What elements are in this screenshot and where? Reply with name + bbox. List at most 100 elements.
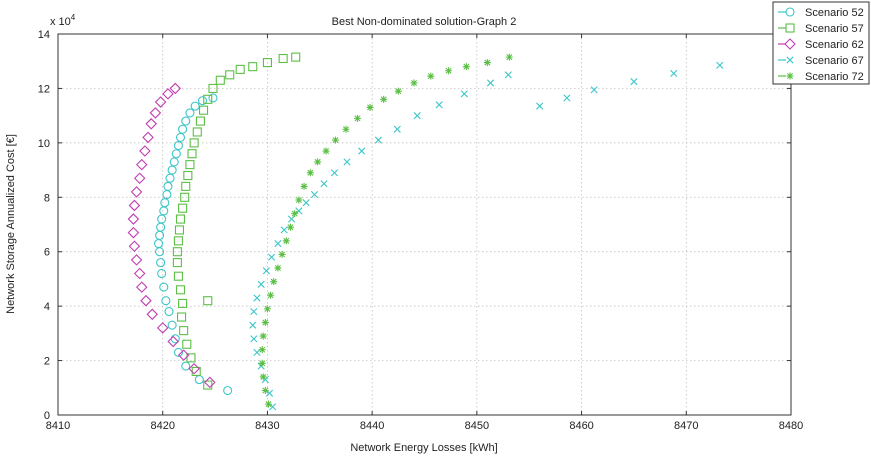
data-point [188, 362, 200, 375]
data-point [156, 258, 166, 268]
data-point [181, 361, 191, 371]
data-point [295, 196, 303, 204]
data-point [248, 62, 258, 72]
data-point [322, 147, 330, 155]
data-point [267, 291, 275, 299]
data-point [504, 71, 512, 79]
data-point [127, 226, 140, 239]
data-point [274, 264, 282, 272]
data-point [280, 226, 288, 234]
plot-area [57, 33, 792, 416]
data-point [175, 132, 186, 142]
data-point [262, 58, 272, 68]
data-point [278, 53, 288, 64]
data-point [630, 78, 638, 86]
data-point [154, 96, 167, 108]
data-point [161, 296, 171, 306]
grid-lines [58, 34, 791, 415]
y-tick-label: 10 [38, 138, 50, 150]
data-point [149, 107, 162, 119]
series-3 [127, 82, 216, 389]
data-point [192, 127, 202, 137]
data-point [274, 239, 282, 248]
data-point [167, 320, 177, 330]
legend-marker [784, 38, 796, 50]
data-point [250, 307, 258, 316]
data-point [173, 271, 183, 281]
data-point [178, 298, 188, 308]
series-5 [258, 53, 513, 408]
data-point [146, 308, 159, 321]
data-point [269, 403, 277, 411]
data-point [173, 141, 183, 151]
data-point [590, 86, 598, 94]
data-point [331, 136, 339, 144]
data-point [177, 312, 187, 322]
series-1 [153, 93, 233, 396]
data-point [278, 250, 286, 258]
data-point [179, 326, 189, 336]
data-point [291, 210, 299, 218]
data-point [199, 105, 209, 115]
data-point [483, 59, 491, 67]
data-point [180, 192, 190, 202]
data-point [486, 79, 495, 87]
data-point [178, 124, 188, 134]
data-point [358, 147, 366, 155]
y-tick-label: 2 [44, 356, 50, 368]
data-point [140, 294, 152, 307]
data-point [314, 158, 322, 166]
data-point [133, 172, 146, 185]
data-point [175, 214, 186, 224]
data-point [250, 335, 258, 343]
data-point [128, 199, 141, 212]
data-point [165, 173, 175, 183]
data-point [394, 87, 402, 95]
x-tick-label: 8420 [150, 420, 174, 432]
data-point [393, 125, 401, 133]
data-point [164, 307, 174, 317]
data-point [291, 52, 301, 62]
data-point [268, 253, 276, 261]
data-point [130, 186, 143, 198]
data-point [139, 145, 151, 157]
legend-entry: Scenario 62 [778, 38, 864, 51]
data-point [187, 149, 197, 159]
data-point [195, 116, 205, 126]
data-point [262, 267, 270, 275]
data-point [160, 198, 170, 208]
data-point [181, 116, 191, 126]
data-point [342, 125, 350, 133]
data-point [259, 373, 267, 381]
data-point [505, 53, 513, 61]
chart-title: Best Non-dominated solution-Graph 2 [332, 16, 517, 28]
legend-label: Scenario 52 [805, 7, 864, 19]
data-point [167, 165, 177, 175]
legend-entry: Scenario 57 [778, 23, 864, 35]
data-point [185, 160, 195, 170]
data-point [203, 94, 213, 104]
data-point [173, 236, 183, 246]
data-point [135, 158, 148, 171]
x-tick-label: 8480 [779, 420, 803, 432]
data-point [286, 223, 294, 231]
data-point [181, 181, 191, 191]
x-tick-label: 8460 [569, 420, 593, 432]
data-point [167, 335, 179, 348]
data-point [223, 385, 233, 396]
x-tick-label: 8410 [46, 420, 70, 432]
x-axis-label: Network Energy Losses [kWh] [350, 442, 497, 454]
legend-marker [786, 56, 794, 64]
x-tick-label: 8430 [255, 420, 279, 432]
data-point [716, 61, 724, 69]
data-point [172, 258, 182, 268]
data-point [410, 79, 418, 87]
data-point [320, 180, 328, 188]
data-point [172, 247, 182, 257]
data-point [264, 400, 272, 408]
data-series [127, 52, 724, 411]
data-point [127, 213, 140, 225]
data-point [204, 376, 216, 389]
data-point [157, 268, 167, 279]
